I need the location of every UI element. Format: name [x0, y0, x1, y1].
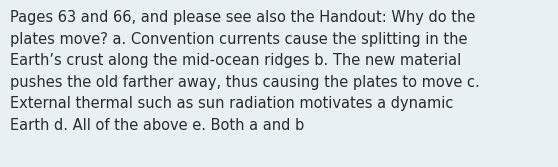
Text: Pages 63 and 66, and please see also the Handout: Why do the
plates move? a. Con: Pages 63 and 66, and please see also the…: [10, 10, 480, 133]
